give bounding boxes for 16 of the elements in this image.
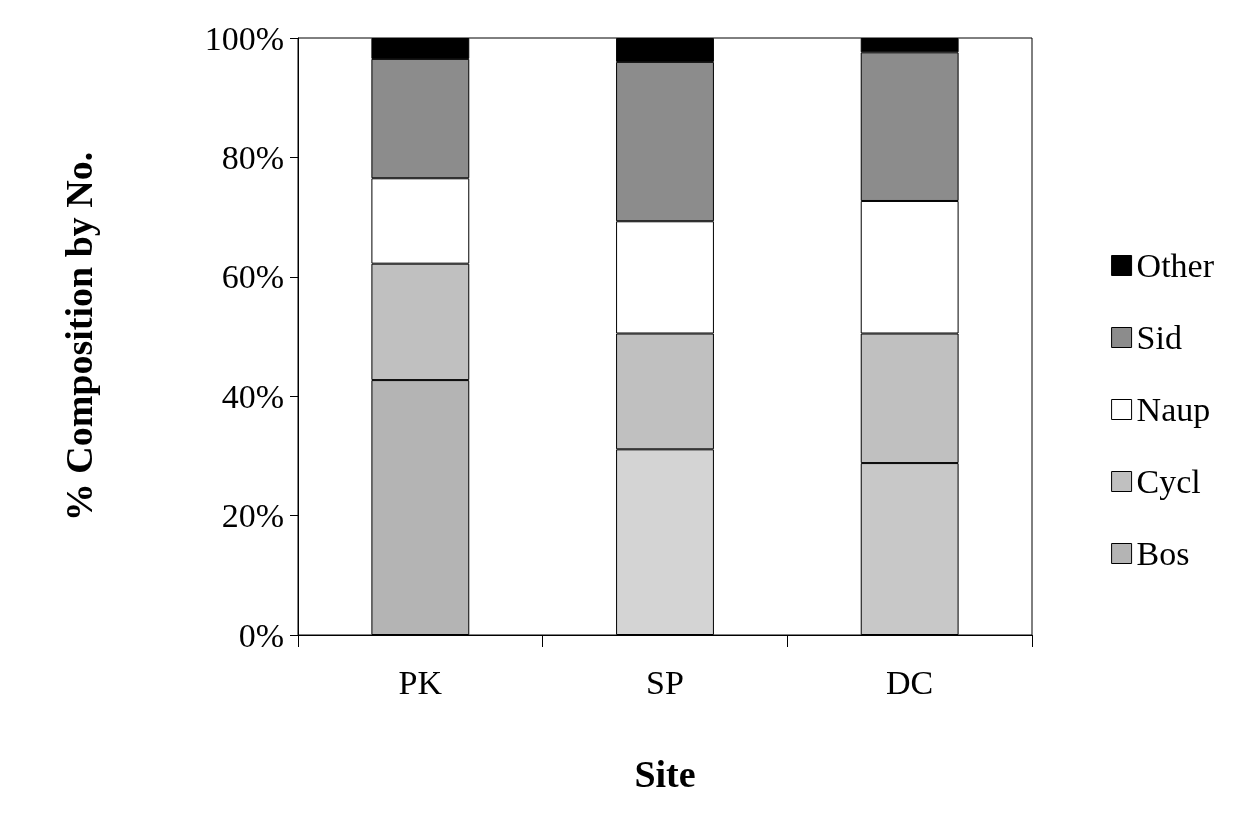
x-tick-label: SP — [646, 663, 684, 701]
y-tick-label: 40% — [221, 377, 284, 415]
y-tick-label: 20% — [221, 497, 284, 535]
legend-label: Sid — [1136, 319, 1182, 356]
legend-label: Naup — [1136, 391, 1211, 428]
y-axis-title: % Composition by No. — [58, 151, 100, 522]
x-tick-label: DC — [886, 663, 934, 701]
x-axis-title: Site — [634, 753, 696, 795]
y-tick-label: 100% — [204, 19, 284, 57]
y-tick-label: 0% — [238, 616, 284, 654]
legend-label: Cycl — [1136, 463, 1201, 500]
legend-label: Bos — [1136, 535, 1190, 572]
y-tick-label: 60% — [221, 258, 284, 296]
y-tick-label: 80% — [221, 138, 284, 176]
x-tick-label: PK — [398, 663, 443, 701]
legend-label: Other — [1136, 247, 1215, 284]
